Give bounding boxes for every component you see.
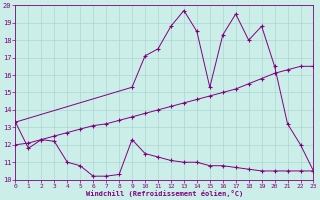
- X-axis label: Windchill (Refroidissement éolien,°C): Windchill (Refroidissement éolien,°C): [86, 190, 243, 197]
